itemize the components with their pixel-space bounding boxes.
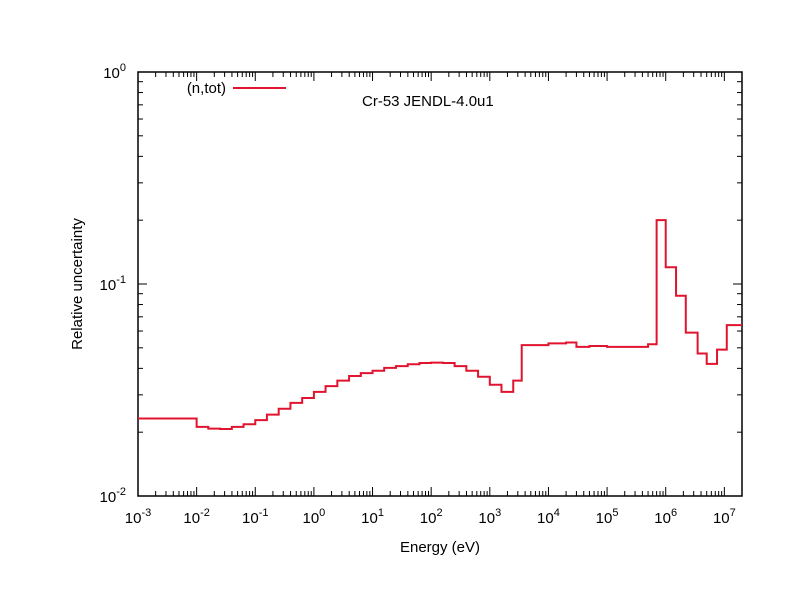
legend: (n,tot) [187,80,286,97]
x-tick-label: 10-2 [183,507,209,527]
legend-label: (n,tot) [187,80,226,97]
axis-ticks [137,71,743,497]
plot-frame [137,71,743,497]
series-line-0 [138,219,742,431]
y-tick-label: 10-2 [100,486,126,506]
x-tick-label: 107 [713,507,736,527]
x-tick-label: 101 [361,507,384,527]
x-tick-label: 100 [302,507,325,527]
series-layer [138,219,742,431]
y-tick-labels: 10-2 10-1 100 [100,62,126,506]
y-tick-label: 100 [103,62,126,82]
chart-title: Cr-53 JENDL-4.0u1 [362,93,494,110]
x-tick-label: 106 [654,507,677,527]
x-axis-label: Energy (eV) [400,539,480,556]
x-tick-label: 102 [420,507,443,527]
x-tick-label: 10-3 [125,507,151,527]
x-tick-labels: 10-3 10-2 10-1 100 101 102 103 104 105 106 107 [125,507,736,527]
y-axis-label: Relative uncertainty [69,218,86,350]
x-tick-label: 104 [537,507,560,527]
x-tick-label: 10-1 [242,507,268,527]
x-tick-label: 103 [478,507,501,527]
x-tick-label: 105 [596,507,619,527]
y-tick-label: 10-1 [100,274,126,294]
